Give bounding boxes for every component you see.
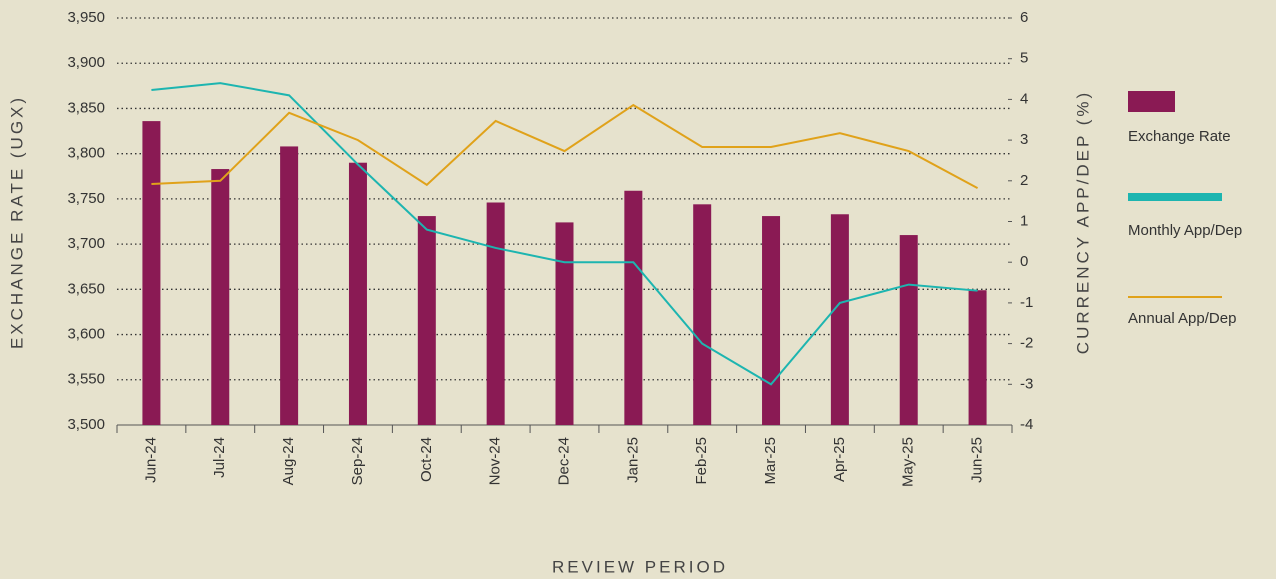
x-tick-label: Sep-24	[349, 437, 366, 485]
y-tick-label: 3,550	[67, 371, 105, 388]
y-axis-title: EXCHANGE RATE (UGX)	[7, 95, 26, 349]
bar	[555, 222, 574, 425]
y-tick-label: 3,950	[67, 9, 105, 26]
x-tick-label: Nov-24	[487, 437, 504, 485]
legend-label: Exchange Rate	[1128, 128, 1231, 145]
y2-tick-label: 1	[1020, 212, 1028, 229]
bar	[693, 204, 712, 425]
y-tick-label: 3,500	[67, 416, 105, 433]
y-tick-label: 3,800	[67, 145, 105, 162]
legend-label: Monthly App/Dep	[1128, 222, 1242, 239]
y-tick-label: 3,700	[67, 235, 105, 252]
y2-tick-label: -2	[1020, 335, 1033, 352]
bar	[142, 121, 161, 426]
y-tick-label: 3,750	[67, 190, 105, 207]
y2-tick-label: -3	[1020, 375, 1033, 392]
bar	[624, 190, 643, 425]
bar	[486, 202, 505, 425]
y-tick-label: 3,600	[67, 326, 105, 343]
legend-label: Annual App/Dep	[1128, 310, 1236, 327]
bar	[280, 146, 299, 426]
x-tick-label: Dec-24	[555, 437, 572, 485]
bar	[211, 169, 230, 425]
bar	[762, 216, 781, 425]
y-tick-label: 3,850	[67, 99, 105, 116]
x-tick-label: Jun-25	[969, 437, 986, 483]
y2-axis-title: CURRENCY APP/DEP (%)	[1073, 90, 1092, 354]
y2-tick-label: 6	[1020, 9, 1028, 26]
y-tick-label: 3,650	[67, 280, 105, 297]
bar	[968, 290, 987, 425]
x-tick-label: Jun-24	[142, 437, 159, 483]
x-tick-label: Mar-25	[762, 437, 779, 485]
line-series	[151, 103, 979, 190]
y2-tick-label: 0	[1020, 253, 1028, 270]
y-tick-label: 3,900	[67, 54, 105, 71]
x-tick-label: Jan-25	[624, 437, 641, 483]
x-tick-label: May-25	[900, 437, 917, 487]
y2-tick-label: -4	[1020, 416, 1033, 433]
y2-tick-label: 4	[1020, 90, 1028, 107]
legend-swatch	[1128, 91, 1175, 112]
x-tick-label: Apr-25	[831, 437, 848, 482]
bar	[830, 214, 849, 425]
bar	[899, 235, 918, 425]
x-axis-title: REVIEW PERIOD	[552, 557, 728, 576]
y2-tick-label: 5	[1020, 50, 1028, 67]
line-series	[151, 82, 978, 386]
x-tick-label: Jul-24	[211, 437, 228, 478]
y2-tick-label: 2	[1020, 172, 1028, 189]
x-tick-label: Oct-24	[418, 437, 435, 482]
bar	[348, 162, 367, 425]
y2-tick-label: 3	[1020, 131, 1028, 148]
bar	[417, 216, 436, 425]
x-tick-label: Aug-24	[280, 437, 297, 485]
x-tick-label: Feb-25	[693, 437, 710, 485]
y2-tick-label: -1	[1020, 294, 1033, 311]
